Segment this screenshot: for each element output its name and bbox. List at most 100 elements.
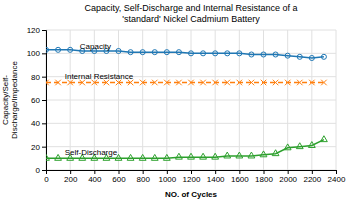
marker: [176, 80, 182, 86]
marker: [297, 80, 303, 86]
marker: [285, 80, 291, 86]
plot-area: [46, 47, 327, 160]
tick-label: 200: [64, 175, 78, 184]
marker: [176, 153, 183, 159]
marker: [55, 154, 62, 160]
y-axis: 0 20 40 60 80 100 120: [27, 26, 47, 175]
axis-line: [42, 31, 47, 171]
tick: 0: [36, 166, 46, 175]
marker: [200, 80, 206, 86]
marker: [249, 80, 255, 86]
x-axis-title: NO. of Cycles: [165, 190, 218, 199]
marker: [260, 151, 267, 157]
tick-label: 600: [112, 175, 126, 184]
tick: 1600: [231, 170, 249, 184]
marker: [248, 152, 255, 158]
y-axis-title: Capacity/Self-Discharge/Impedance: [1, 61, 19, 139]
annotation: Internal Resistance: [65, 72, 134, 81]
tick-mark: [42, 147, 46, 148]
marker: [249, 52, 254, 57]
tick-mark: [264, 170, 265, 174]
tick-mark: [42, 53, 46, 54]
grid-line: [46, 30, 336, 31]
marker: [46, 154, 49, 160]
marker: [321, 80, 327, 86]
marker: [188, 153, 195, 159]
marker: [128, 50, 133, 55]
grid-line: [46, 100, 336, 101]
tick: 600: [112, 170, 126, 184]
tick-label: 800: [136, 175, 150, 184]
tick-label: 1000: [158, 175, 176, 184]
tick-label: 0: [44, 175, 49, 184]
tick: 2400: [328, 170, 346, 184]
tick: 1800: [255, 170, 273, 184]
tick-mark: [70, 170, 71, 174]
x-axis: 0200400600800100012001400160018002000220…: [44, 170, 346, 184]
tick-mark: [312, 170, 313, 174]
marker: [213, 51, 218, 56]
marker: [116, 48, 121, 53]
marker: [309, 80, 315, 86]
tick-mark: [239, 170, 240, 174]
marker: [164, 80, 170, 86]
marker: [308, 142, 315, 148]
marker: [237, 80, 243, 86]
marker: [272, 150, 279, 156]
tick-label: 120: [27, 26, 41, 35]
tick-label: 20: [31, 143, 40, 152]
marker: [201, 51, 206, 56]
marker: [127, 154, 134, 160]
tick-label: 80: [31, 73, 40, 82]
marker: [224, 80, 230, 86]
line: [46, 50, 324, 58]
marker: [152, 50, 157, 55]
tick-label: 2400: [328, 175, 346, 184]
marker: [236, 152, 243, 158]
marker: [163, 154, 170, 160]
marker: [55, 80, 61, 86]
tick-mark: [215, 170, 216, 174]
marker: [176, 50, 181, 55]
tick: 2000: [279, 170, 297, 184]
tick-mark: [336, 170, 337, 174]
tick-label: 1800: [255, 175, 273, 184]
marker: [140, 80, 146, 86]
marker: [46, 80, 49, 86]
tick: 800: [136, 170, 150, 184]
tick: 120: [27, 26, 46, 35]
tick-label: 0: [36, 166, 41, 175]
marker: [261, 80, 267, 86]
axis-line: [47, 171, 337, 175]
tick-mark: [191, 170, 192, 174]
tick-mark: [42, 30, 46, 31]
tick-label: 60: [31, 96, 40, 105]
title-line: Capacity, Self-Discharge and Internal Re…: [85, 3, 298, 13]
title-line: 'standard' Nickel Cadmium Battery: [122, 14, 260, 24]
tick-label: 2200: [303, 175, 321, 184]
marker: [284, 144, 291, 150]
marker: [225, 51, 230, 56]
marker: [309, 55, 314, 60]
marker: [152, 80, 158, 86]
line: [46, 140, 324, 159]
tick: 2200: [303, 170, 321, 184]
tick: 60: [31, 96, 46, 105]
tick-mark: [42, 77, 46, 78]
tick: 80: [31, 73, 46, 82]
marker: [46, 47, 49, 52]
tick-mark: [143, 170, 144, 174]
marker: [273, 80, 279, 86]
tick: 400: [88, 170, 102, 184]
marker: [237, 51, 242, 56]
grid-line: [46, 123, 336, 124]
tick-label: 100: [27, 49, 41, 58]
tick: 40: [31, 119, 46, 128]
tick: 0: [44, 170, 49, 184]
tick-mark: [42, 100, 46, 101]
tick: 20: [31, 143, 46, 152]
marker: [321, 136, 328, 142]
line: [46, 82, 324, 84]
tick-label: 40: [31, 119, 40, 128]
marker: [212, 80, 218, 86]
